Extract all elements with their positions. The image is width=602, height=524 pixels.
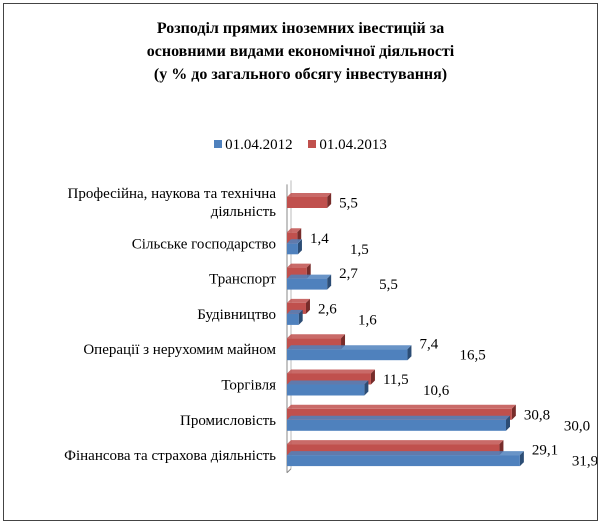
bar-01.04.2013 xyxy=(287,408,512,420)
legend-swatch-2013 xyxy=(308,140,317,148)
data-label-01.04.2013: 11,5 xyxy=(383,372,409,388)
data-label-01.04.2012: 31,9 xyxy=(572,454,597,470)
bar-side-01.04.2012 xyxy=(506,415,510,431)
chart-title-line-1: Розподіл прямих іноземних івестицій за xyxy=(156,20,445,37)
bar-side-01.04.2012 xyxy=(364,380,369,396)
data-label-01.04.2013: 1,4 xyxy=(310,231,329,247)
data-label-01.04.2013: 5,5 xyxy=(339,196,358,212)
category-label: Професійна, наукова та технічна xyxy=(68,186,277,202)
bar-top-01.04.2012 xyxy=(287,415,510,420)
legend-label-2013: 01.04.2013 xyxy=(319,137,387,153)
data-label-01.04.2012: 5,5 xyxy=(379,277,398,293)
data-label-01.04.2012: 1,6 xyxy=(358,312,377,328)
bar-01.04.2012 xyxy=(287,313,299,325)
bar-side-01.04.2012 xyxy=(298,309,303,325)
chart-title-line-3: (у % до загального обсягу інвестування) xyxy=(153,66,448,83)
data-label-01.04.2013: 30,8 xyxy=(524,407,550,423)
bar-top-01.04.2013 xyxy=(287,193,332,197)
bar-top-01.04.2012 xyxy=(287,239,302,244)
data-label-01.04.2012: 1,5 xyxy=(350,242,369,258)
data-label-01.04.2012: 30,0 xyxy=(564,418,590,434)
category-label: Сільське господарство xyxy=(132,236,276,252)
bar-top-01.04.2012 xyxy=(287,309,303,314)
bar-01.04.2013 xyxy=(287,444,500,456)
bar-top-01.04.2013 xyxy=(287,334,346,339)
bar-top-01.04.2013 xyxy=(287,228,302,233)
bar-side-01.04.2013 xyxy=(327,193,332,208)
axis-corner xyxy=(286,468,292,474)
legend-item-2012: 01.04.2012 xyxy=(214,137,293,153)
category-label: Транспорт xyxy=(209,272,276,288)
bar-top-01.04.2013 xyxy=(287,369,375,374)
legend-swatch-2012 xyxy=(214,140,223,148)
bar-top-01.04.2012 xyxy=(287,274,332,279)
plot-area: Професійна, наукова та технічна діяльніс… xyxy=(64,180,597,474)
bar-side-01.04.2012 xyxy=(519,451,524,467)
bar-01.04.2012 xyxy=(287,243,298,255)
legend: 01.04.2012 01.04.2013 xyxy=(4,137,597,154)
chart-title-line-2: основними видами економічної діяльності xyxy=(146,43,455,60)
bar-01.04.2013 xyxy=(287,267,307,279)
bar-top-01.04.2012 xyxy=(287,380,369,385)
bar-01.04.2012 xyxy=(287,455,520,467)
bar-01.04.2012 xyxy=(287,384,365,396)
bar-top-01.04.2013 xyxy=(287,404,516,409)
category-label: Торгівля xyxy=(221,378,276,394)
bar-01.04.2012 xyxy=(287,349,408,361)
bar-01.04.2012 xyxy=(287,278,328,290)
category-label: Промисловість xyxy=(180,413,276,429)
data-label-01.04.2012: 10,6 xyxy=(423,383,450,399)
bar-side-01.04.2012 xyxy=(327,274,332,290)
data-label-01.04.2013: 2,7 xyxy=(339,266,358,282)
bar-01.04.2012 xyxy=(287,419,506,431)
bar-side-01.04.2012 xyxy=(407,345,412,361)
bar-side-01.04.2013 xyxy=(511,404,516,420)
chart-frame: Розподіл прямих іноземних івестицій за о… xyxy=(3,3,598,521)
bar-top-01.04.2012 xyxy=(287,345,412,350)
data-label-01.04.2013: 7,4 xyxy=(419,337,438,353)
data-label-01.04.2012: 16,5 xyxy=(459,348,485,364)
bar-01.04.2013 xyxy=(287,302,306,314)
bar-top-01.04.2013 xyxy=(287,298,310,303)
legend-item-2013: 01.04.2013 xyxy=(308,137,387,153)
bar-side-01.04.2012 xyxy=(297,239,302,255)
bar-top-01.04.2013 xyxy=(287,440,504,445)
bar-side-01.04.2013 xyxy=(305,298,310,314)
bar-top-01.04.2013 xyxy=(287,263,311,268)
category-label: діяльність xyxy=(211,204,276,220)
bar-side-01.04.2013 xyxy=(370,369,375,385)
bar-01.04.2013 xyxy=(287,232,298,244)
category-label: Операції з нерухомим майном xyxy=(83,342,276,358)
bar-01.04.2013 xyxy=(287,197,328,208)
category-label: Будівництво xyxy=(197,307,276,323)
bar-01.04.2013 xyxy=(287,373,371,385)
legend-label-2012: 01.04.2012 xyxy=(225,137,293,153)
data-label-01.04.2013: 2,6 xyxy=(318,301,337,317)
bar-01.04.2013 xyxy=(287,338,342,350)
category-label: Фінансова та страхова діяльність xyxy=(64,448,276,464)
data-label-01.04.2013: 29,1 xyxy=(532,443,558,459)
bar-top-01.04.2012 xyxy=(287,451,524,456)
